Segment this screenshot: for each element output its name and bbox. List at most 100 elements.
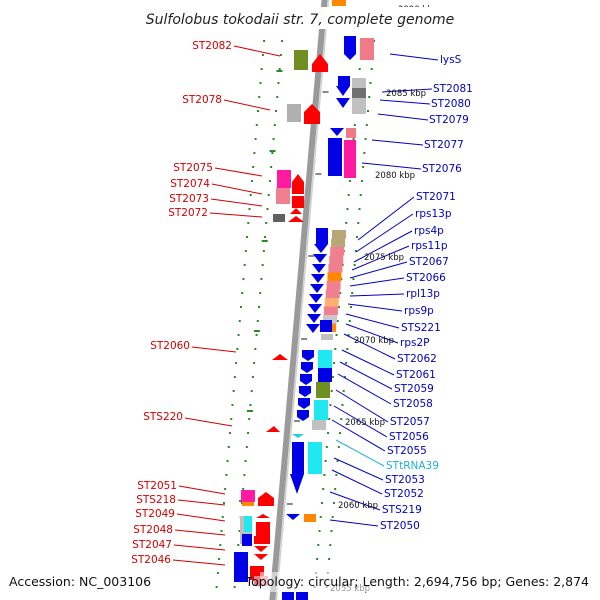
gene-block [234, 552, 248, 582]
label-st2060[interactable]: ST2060 [150, 340, 190, 352]
gene-block [323, 306, 338, 315]
dot-marker [254, 138, 257, 140]
label-st2046[interactable]: ST2046 [131, 554, 171, 566]
gene-block [304, 514, 316, 522]
dot-marker [359, 194, 362, 196]
dot-marker [246, 236, 249, 238]
label-lyss[interactable]: lysS [440, 54, 462, 66]
label-sts218[interactable]: STS218 [136, 494, 176, 506]
label-st2059[interactable]: ST2059 [394, 383, 434, 395]
label-st2058[interactable]: ST2058 [393, 398, 433, 410]
label-rps9p[interactable]: rps9p [404, 305, 434, 317]
dot-marker [332, 502, 335, 504]
connector-line [357, 196, 415, 241]
label-rps11p[interactable]: rps11p [411, 240, 448, 252]
connector-line [214, 167, 263, 177]
label-sts221[interactable]: STS221 [401, 322, 441, 334]
label-st2075[interactable]: ST2075 [173, 162, 213, 174]
label-st2052[interactable]: ST2052 [384, 488, 424, 500]
dot-marker [339, 292, 342, 294]
label-st2056[interactable]: ST2056 [389, 431, 429, 443]
label-st2073[interactable]: ST2073 [169, 193, 209, 205]
gene-arrow [344, 54, 356, 60]
connector-line [335, 439, 385, 467]
gene-block [242, 534, 252, 546]
dot-marker [345, 222, 348, 224]
label-st2077[interactable]: ST2077 [424, 139, 464, 151]
dot-marker [331, 376, 334, 378]
dot-marker [336, 320, 339, 322]
label-st2050[interactable]: ST2050 [380, 520, 420, 532]
gene-arrow [298, 398, 310, 409]
label-st2047[interactable]: ST2047 [132, 539, 172, 551]
label-st2071[interactable]: ST2071 [416, 191, 456, 203]
label-st2066[interactable]: ST2066 [406, 272, 446, 284]
label-st2076[interactable]: ST2076 [422, 163, 462, 175]
dot-marker [318, 530, 321, 532]
dot-marker [339, 432, 342, 434]
gene-block [314, 400, 328, 420]
gene-arrow [286, 514, 300, 520]
label-rpl13p[interactable]: rpl13p [406, 288, 440, 300]
gene-arrow [272, 354, 288, 360]
label-st2057[interactable]: ST2057 [390, 416, 430, 428]
connector-line [343, 333, 396, 360]
connector-line [355, 213, 414, 253]
label-rps2p[interactable]: rps2P [400, 337, 429, 349]
gene-block [328, 264, 343, 273]
connector-line [331, 469, 383, 495]
gene-arrow [300, 374, 312, 385]
label-st2055[interactable]: ST2055 [387, 445, 427, 457]
dot-marker [275, 110, 278, 112]
connector-line [177, 499, 226, 506]
dot-marker [265, 222, 268, 224]
dot-marker [230, 418, 233, 420]
connector-line [173, 544, 226, 551]
kbp-label-2075: 2075 kbp [364, 253, 404, 263]
dot-marker [335, 334, 338, 336]
dot-marker [225, 474, 228, 476]
dot-marker [259, 292, 262, 294]
dot-marker [273, 124, 276, 126]
label-rps13p[interactable]: rps13p [415, 208, 452, 220]
dot-marker [327, 432, 330, 434]
gene-block [316, 382, 330, 398]
label-st2062[interactable]: ST2062 [397, 353, 437, 365]
dot-marker [242, 488, 245, 490]
label-st2067[interactable]: ST2067 [409, 256, 449, 268]
connector-line [349, 277, 405, 287]
connector-line [191, 346, 237, 353]
gene-block [318, 368, 332, 382]
label-rps4p[interactable]: rps4p [414, 225, 444, 237]
dot-marker [341, 404, 344, 406]
label-st2061[interactable]: ST2061 [396, 369, 436, 381]
kbp-label-2070: 2070 kbp [354, 336, 394, 346]
gene-arrow [254, 554, 268, 560]
connector-line [347, 303, 403, 312]
gene-block [296, 592, 308, 600]
connector-line [345, 313, 400, 329]
label-st2074[interactable]: ST2074 [170, 178, 210, 190]
label-st2053[interactable]: ST2053 [385, 474, 425, 486]
label-st2080[interactable]: ST2080 [431, 98, 471, 110]
label-sttrna39[interactable]: STtRNA39 [386, 460, 439, 472]
connector-line [389, 53, 439, 61]
label-sts220[interactable]: STS220 [143, 411, 183, 423]
label-st2048[interactable]: ST2048 [133, 524, 173, 536]
dot-marker [238, 530, 241, 532]
label-st2072[interactable]: ST2072 [168, 207, 208, 219]
label-st2082[interactable]: ST2082 [192, 40, 232, 52]
gene-arrow [306, 324, 320, 333]
genome-backbone-highlight [275, 0, 330, 600]
label-st2079[interactable]: ST2079 [429, 114, 469, 126]
label-st2081[interactable]: ST2081 [433, 83, 473, 95]
dot-marker [340, 418, 343, 420]
label-st2078[interactable]: ST2078 [182, 94, 222, 106]
gene-arrow [292, 196, 304, 208]
dot-marker [235, 362, 238, 364]
label-st2049[interactable]: ST2049 [135, 508, 175, 520]
label-st2051[interactable]: ST2051 [137, 480, 177, 492]
label-sts219[interactable]: STS219 [382, 504, 422, 516]
dot-marker [363, 152, 366, 154]
dot-marker [347, 334, 350, 336]
